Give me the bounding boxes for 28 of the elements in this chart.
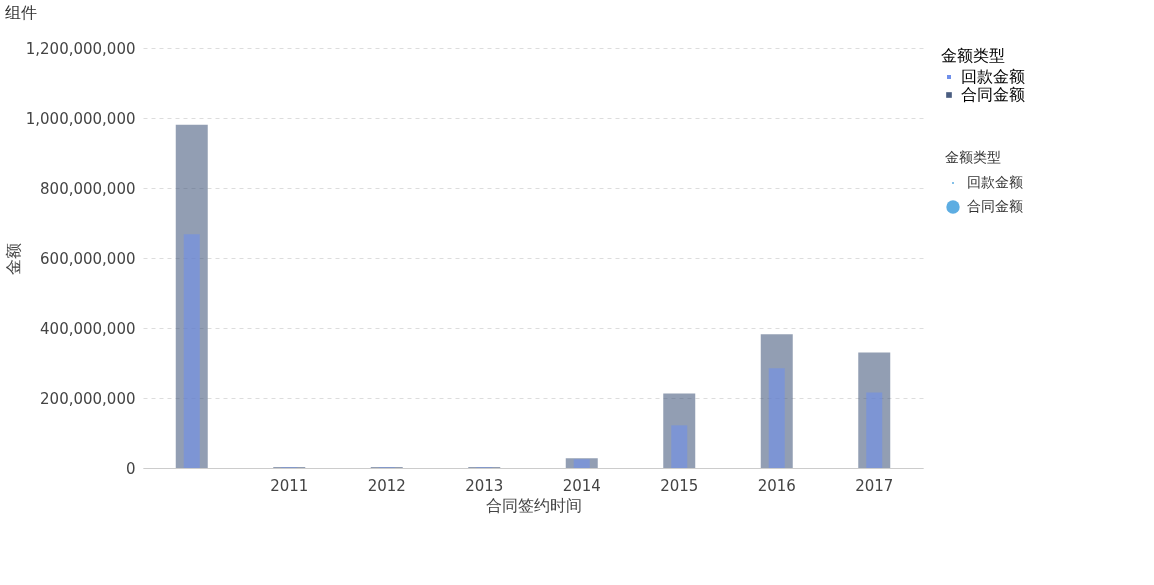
legend-label: 回款金额 — [961, 67, 1025, 86]
y-tick-label: 600,000,000 — [40, 249, 136, 268]
bar — [671, 425, 688, 468]
y-tick-label: 1,000,000,000 — [25, 109, 136, 128]
chart-title: 组件 — [5, 3, 38, 22]
x-axis-title: 合同签约时间 — [485, 495, 582, 515]
y-tick-label: 200,000,000 — [40, 389, 136, 408]
x-tick-label: 2014 — [562, 476, 601, 495]
legend-title: 金额类型 — [941, 46, 1005, 65]
y-tick-label: 800,000,000 — [40, 179, 136, 198]
bar — [866, 392, 883, 468]
y-tick-label: 400,000,000 — [40, 319, 136, 338]
text: 合同金额 — [967, 198, 1023, 214]
x-tick-label: 2015 — [660, 476, 699, 495]
x-tick-label: 2017 — [855, 476, 894, 495]
bar — [573, 459, 590, 468]
bar — [183, 234, 200, 468]
x-tick-label: 2011 — [270, 476, 309, 495]
text: 金额类型 — [945, 149, 1001, 165]
y-tick-label: 0 — [125, 459, 136, 478]
x-tick-label: 2016 — [757, 476, 796, 495]
y-axis-title: 金额 — [3, 242, 23, 275]
x-tick-label: 2013 — [465, 476, 504, 495]
legend-label: 合同金额 — [961, 85, 1025, 104]
text: 回款金额 — [967, 174, 1023, 190]
bar — [768, 368, 785, 468]
x-tick-label: 2012 — [367, 476, 406, 495]
y-tick-label: 1,200,000,000 — [25, 39, 136, 58]
